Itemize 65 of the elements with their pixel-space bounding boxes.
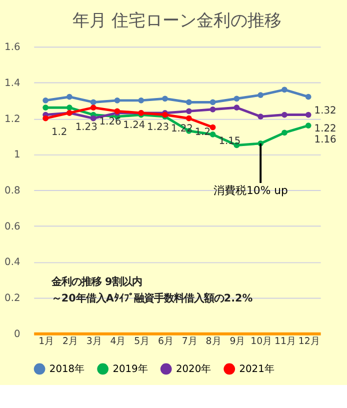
point (42, 98, 48, 104)
point (234, 104, 240, 111)
chart-title: 年月 住宅ローン金利の推移 (72, 10, 282, 30)
x-tick-label: 10月 (250, 336, 272, 347)
data-label: 1.16 (314, 134, 336, 146)
point (282, 112, 288, 118)
data-label: 1.26 (99, 116, 122, 128)
point (66, 94, 72, 100)
point (258, 92, 264, 98)
point (90, 115, 96, 122)
y-tick-label: 1 (14, 150, 20, 161)
point (66, 104, 72, 111)
x-tick-label: 9月 (230, 336, 245, 347)
data-label: 1.32 (314, 106, 336, 117)
y-tick-label: 0.6 (4, 221, 20, 232)
annotation: ～20年借入Aﾀｲﾌﾟ融資手数料借入額の2.2% (51, 292, 254, 305)
point (42, 115, 48, 122)
y-tick-label: 1.2 (4, 114, 20, 125)
point (305, 112, 312, 118)
annotation: 消費税10% up (214, 184, 288, 197)
data-label: 1.2 (51, 127, 68, 138)
x-tick-label: 7月 (182, 336, 197, 347)
legend-label: 2020年 (176, 362, 212, 375)
point (210, 132, 216, 138)
point (210, 106, 216, 112)
point (186, 115, 192, 122)
point (42, 104, 48, 111)
point (305, 94, 312, 100)
point (210, 124, 216, 130)
point (258, 114, 264, 120)
point (282, 130, 288, 136)
point (114, 98, 120, 104)
y-tick-label: 0.4 (4, 257, 20, 268)
point (138, 98, 144, 104)
data-label: 1.23 (75, 122, 98, 133)
x-tick-label: 1月 (38, 336, 54, 347)
data-label: 1.24 (123, 120, 146, 131)
legend-label: 2019年 (112, 362, 148, 375)
data-label: 1.22 (314, 124, 336, 135)
x-tick-label: 12月 (298, 336, 320, 347)
legend-label: 2021年 (239, 362, 274, 375)
x-tick-label: 3月 (86, 336, 102, 347)
point (90, 99, 96, 106)
point (210, 99, 216, 106)
x-tick-label: 6月 (158, 336, 173, 347)
point (90, 104, 96, 111)
point (282, 86, 288, 93)
annotation: 金利の推移 9割以内 (50, 276, 142, 288)
legend-label: 2018年 (49, 362, 85, 375)
point (186, 99, 192, 106)
y-tick-label: 0 (14, 328, 20, 340)
x-tick-label: 8月 (206, 336, 221, 347)
point (234, 96, 240, 102)
y-tick-label: 0.8 (4, 185, 20, 196)
y-tick-label: 1.6 (4, 42, 20, 54)
x-tick-label: 2月 (62, 336, 78, 347)
data-label: 1.23 (147, 122, 170, 133)
point (162, 96, 168, 102)
x-tick-label: 11月 (274, 336, 296, 347)
x-tick-label: 5月 (134, 336, 150, 347)
point (186, 108, 192, 114)
y-tick-label: 1.4 (4, 78, 20, 89)
x-tick-label: 4月 (110, 336, 126, 347)
y-tick-label: 0.2 (4, 293, 20, 304)
point (305, 122, 312, 128)
